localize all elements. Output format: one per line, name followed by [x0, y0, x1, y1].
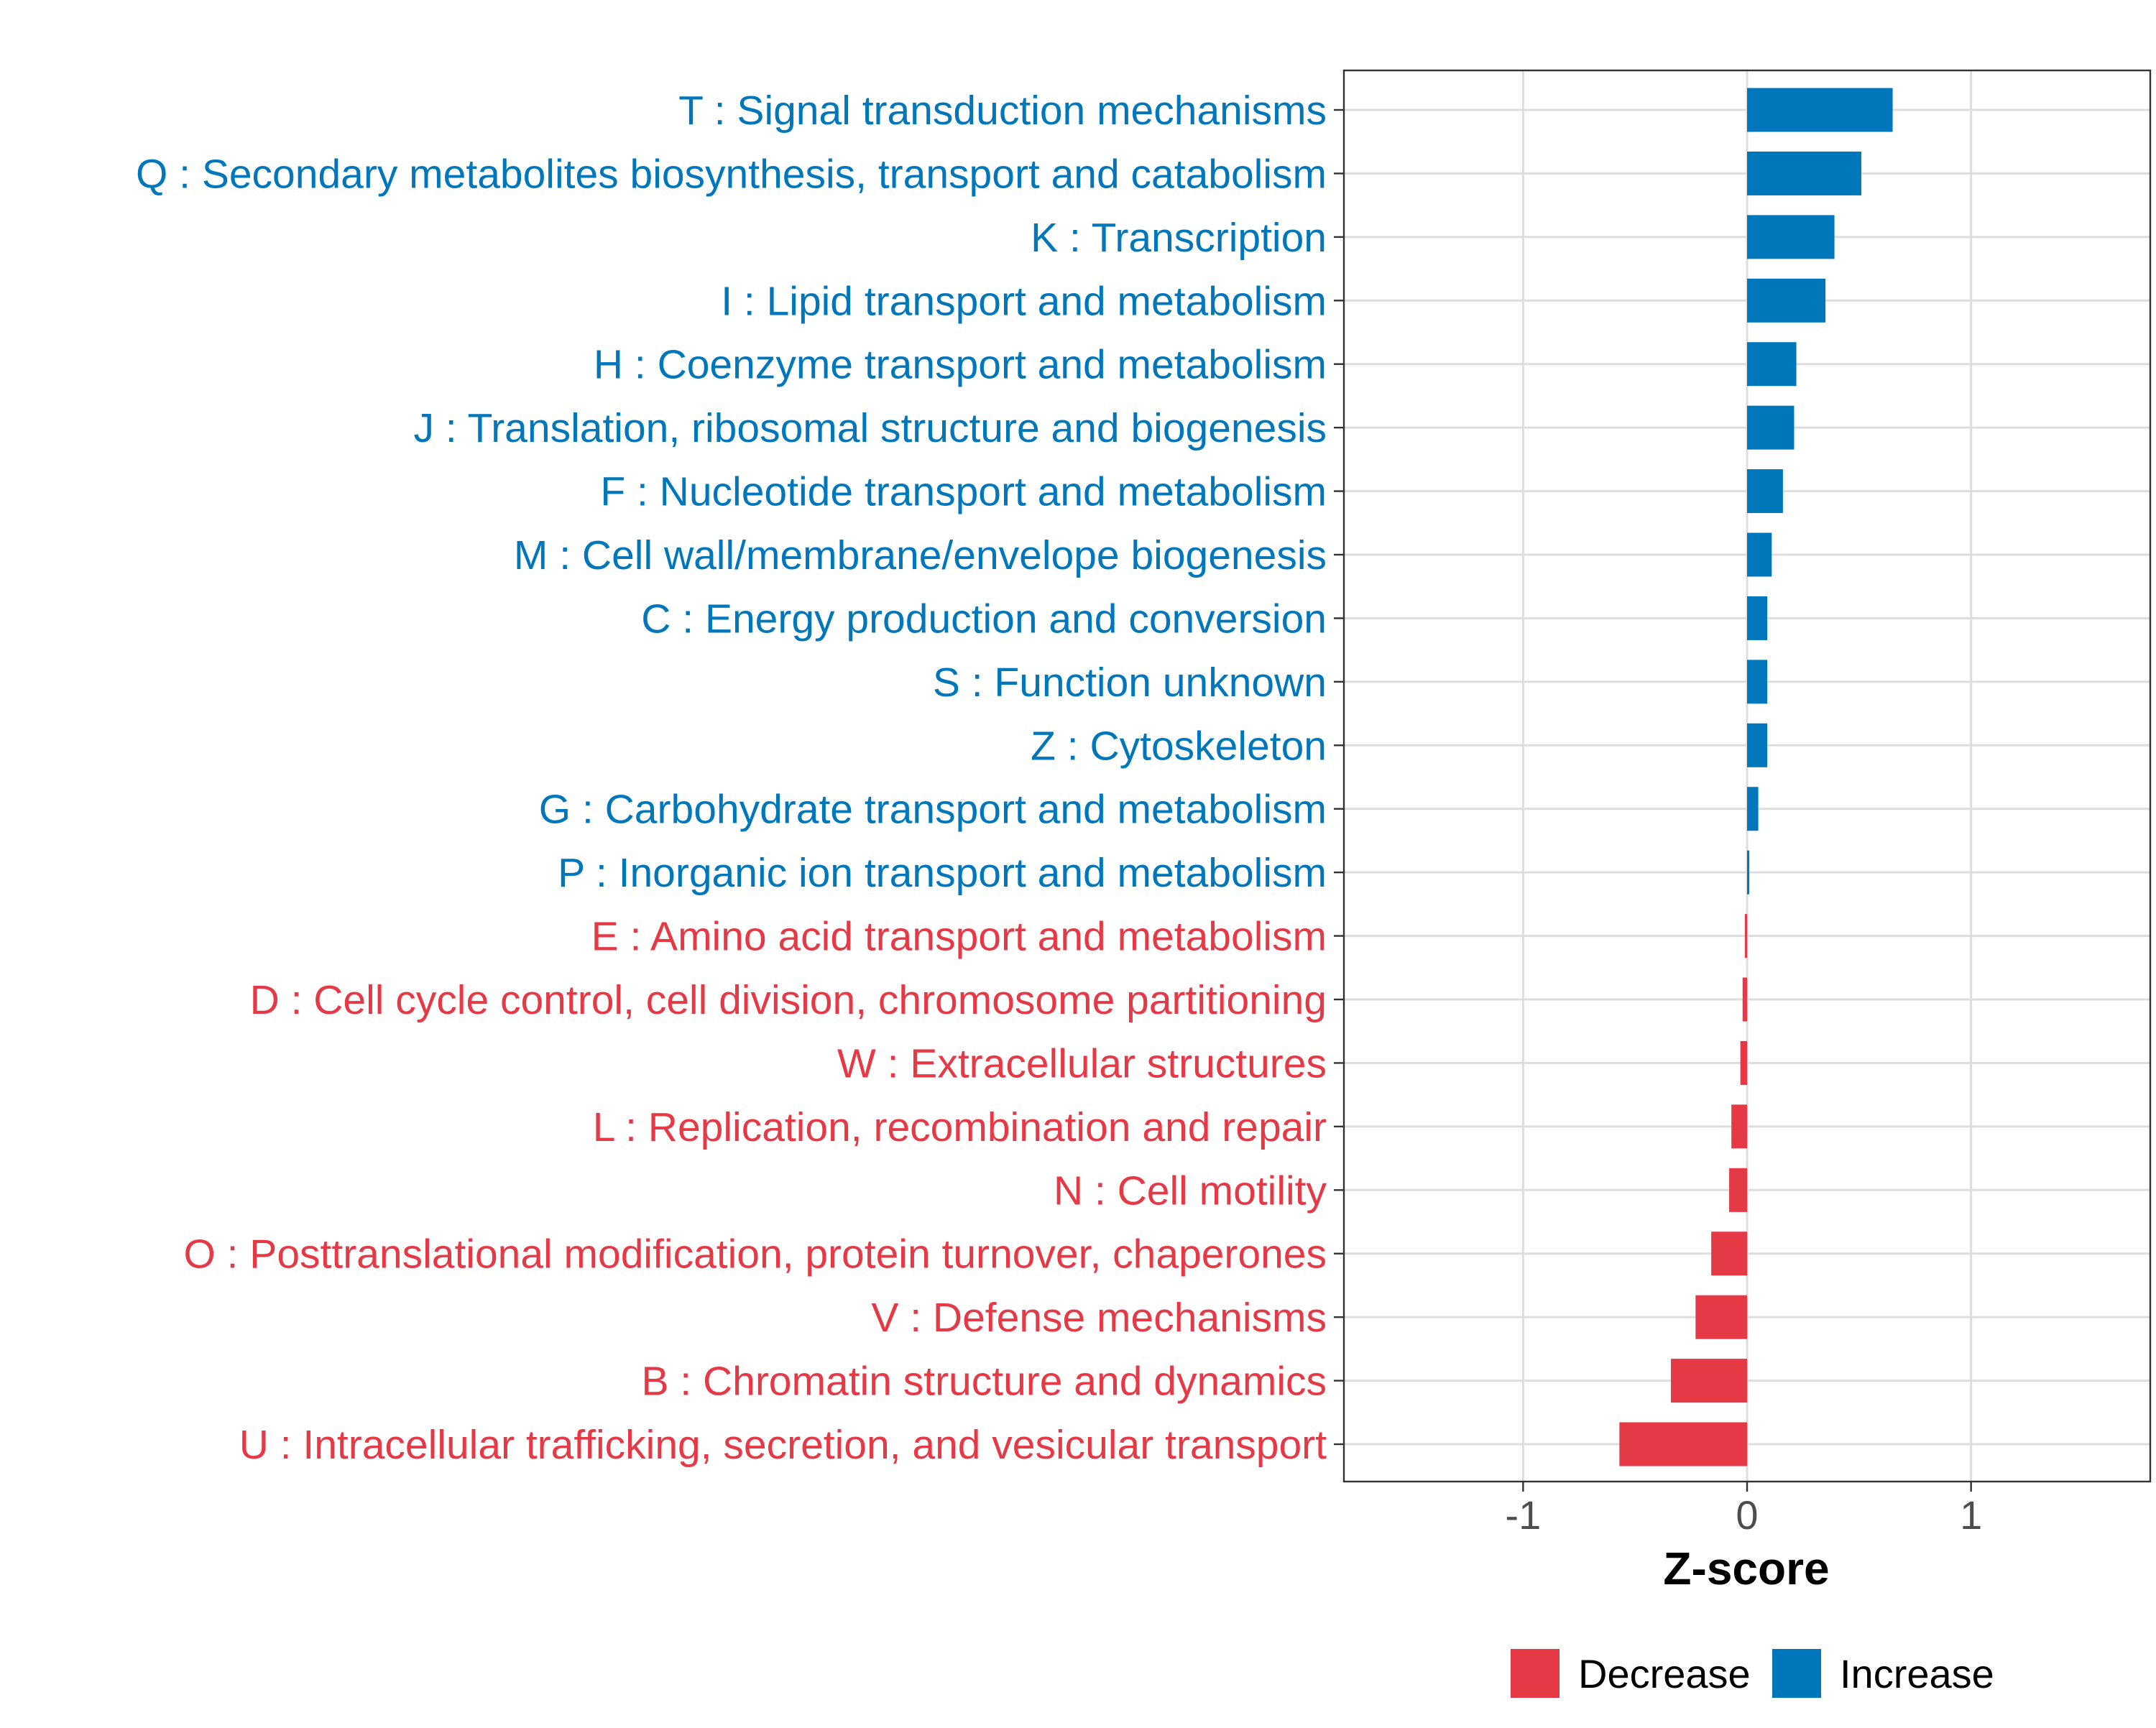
bar [1740, 1040, 1747, 1085]
legend-label-decrease: Decrease [1578, 1651, 1751, 1696]
y-tick-label: S : Function unknown [933, 660, 1327, 706]
y-tick-label: E : Amino acid transport and metabolism [591, 914, 1327, 960]
x-tick-label: 1 [1960, 1492, 1982, 1538]
y-tick-label: K : Transcription [1031, 215, 1327, 261]
x-tick-label: -1 [1505, 1492, 1541, 1538]
bar [1747, 215, 1835, 259]
y-tick-label: D : Cell cycle control, cell division, c… [250, 977, 1327, 1023]
y-tick-label: H : Coenzyme transport and metabolism [594, 342, 1327, 388]
legend-swatch-decrease [1511, 1649, 1560, 1698]
bar [1742, 977, 1747, 1022]
x-axis-title: Z-score [1663, 1543, 1829, 1594]
x-tick-label: 0 [1736, 1492, 1758, 1538]
y-tick-label: M : Cell wall/membrane/envelope biogenes… [514, 532, 1327, 578]
bar [1747, 342, 1797, 387]
y-axis-ticks [1334, 108, 1344, 1446]
legend: Decrease Increase [1511, 1649, 1994, 1698]
y-tick-label: P : Inorganic ion transport and metaboli… [558, 850, 1327, 896]
y-tick-label: N : Cell motility [1054, 1168, 1327, 1214]
bar [1695, 1295, 1747, 1339]
y-tick-label: V : Defense mechanisms [871, 1295, 1327, 1341]
bar-layer [1619, 88, 1893, 1466]
bar [1747, 278, 1826, 323]
bar [1671, 1359, 1747, 1403]
y-tick-label: G : Carbohydrate transport and metabolis… [539, 787, 1327, 833]
y-tick-label: B : Chromatin structure and dynamics [641, 1359, 1327, 1405]
legend-swatch-increase [1772, 1649, 1821, 1698]
bar [1747, 723, 1768, 767]
y-tick-label: L : Replication, recombination and repai… [593, 1104, 1327, 1150]
bar [1747, 532, 1772, 577]
bar [1619, 1422, 1747, 1466]
bar [1747, 88, 1893, 132]
bar [1747, 596, 1768, 640]
bar [1731, 1104, 1747, 1149]
bar [1747, 787, 1759, 831]
y-tick-label: I : Lipid transport and metabolism [721, 278, 1327, 324]
bar [1744, 914, 1747, 958]
x-axis-ticks: -1 0 1 [1505, 1482, 1982, 1538]
bar [1747, 660, 1768, 704]
bar [1711, 1232, 1747, 1276]
bar [1729, 1168, 1747, 1212]
bar [1747, 151, 1861, 195]
y-tick-label: Z : Cytoskeleton [1031, 723, 1327, 769]
y-tick-label: W : Extracellular structures [837, 1040, 1327, 1086]
y-tick-label: F : Nucleotide transport and metabolism [600, 469, 1327, 515]
y-tick-label: C : Energy production and conversion [641, 596, 1327, 642]
legend-label-increase: Increase [1840, 1651, 1994, 1696]
y-tick-label: J : Translation, ribosomal structure and… [414, 405, 1327, 451]
bar [1747, 850, 1750, 895]
y-axis-tick-labels: T : Signal transduction mechanisms Q : Se… [136, 88, 1327, 1468]
bar [1747, 469, 1783, 514]
y-tick-label: O : Posttranslational modification, prot… [183, 1232, 1327, 1277]
y-tick-label: U : Intracellular trafficking, secretion… [239, 1422, 1327, 1468]
y-tick-label: Q : Secondary metabolites biosynthesis, … [136, 151, 1327, 197]
bar [1747, 405, 1795, 450]
y-tick-label: T : Signal transduction mechanisms [678, 88, 1327, 134]
